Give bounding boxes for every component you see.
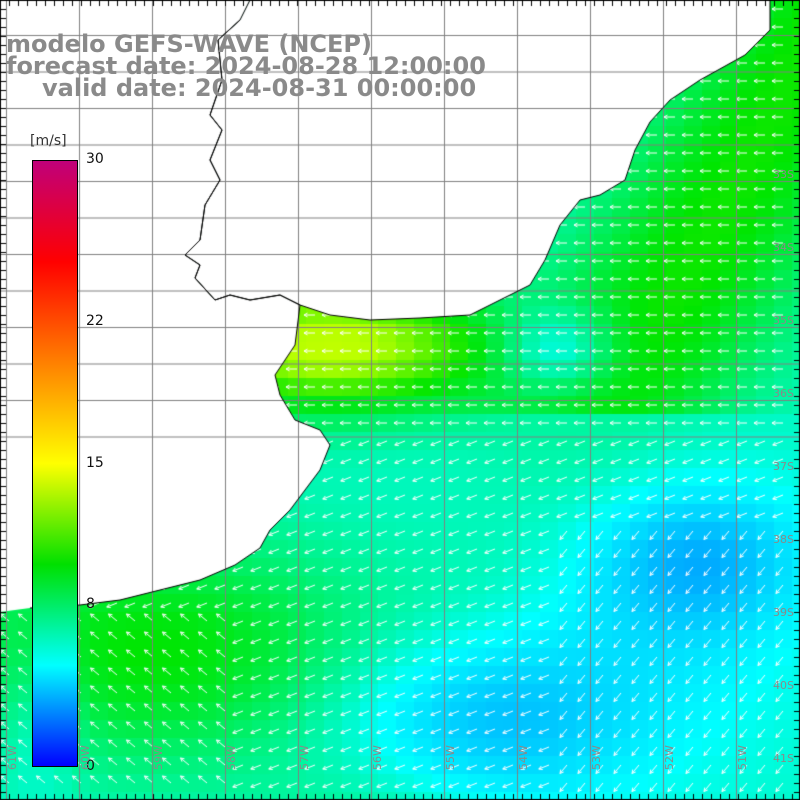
latitude-label: 35S: [773, 314, 794, 327]
longitude-label: 51W: [736, 745, 749, 770]
latitude-label: 33S: [773, 168, 794, 181]
longitude-label: 55W: [444, 745, 457, 770]
latitude-label: 38S: [773, 533, 794, 546]
longitude-label: 59W: [152, 745, 165, 770]
colorbar-tick-label: 30: [86, 151, 104, 167]
colorbar-tick-label: 8: [86, 596, 95, 613]
legend-unit: [m/s]: [30, 133, 67, 149]
latitude-label: 36S: [773, 387, 794, 400]
valid-date: valid date: 2024-08-31 00:00:00: [42, 74, 477, 102]
latitude-label: 37S: [773, 460, 794, 473]
latitude-label: 39S: [773, 606, 794, 619]
longitude-label: 53W: [590, 745, 603, 770]
latitude-label: 34S: [773, 241, 794, 254]
longitude-label: 60W: [79, 745, 92, 770]
model-title: modelo GEFS-WAVE (NCEP): [6, 30, 372, 58]
longitude-label: 52W: [663, 745, 676, 770]
longitude-label: 61W: [6, 745, 19, 770]
colorbar-tick-label: 22: [86, 312, 104, 329]
latitude-label: 41S: [773, 752, 794, 765]
latitude-label: 40S: [773, 679, 794, 692]
colorbar-tick-label: 0: [86, 758, 95, 774]
forecast-date: forecast date: 2024-08-28 12:00:00: [6, 52, 486, 80]
longitude-label: 56W: [371, 745, 384, 770]
longitude-label: 54W: [517, 745, 530, 770]
colorbar: [32, 160, 78, 767]
longitude-label: 58W: [225, 745, 238, 770]
longitude-label: 57W: [298, 745, 311, 770]
colorbar-tick-label: 15: [86, 454, 104, 471]
